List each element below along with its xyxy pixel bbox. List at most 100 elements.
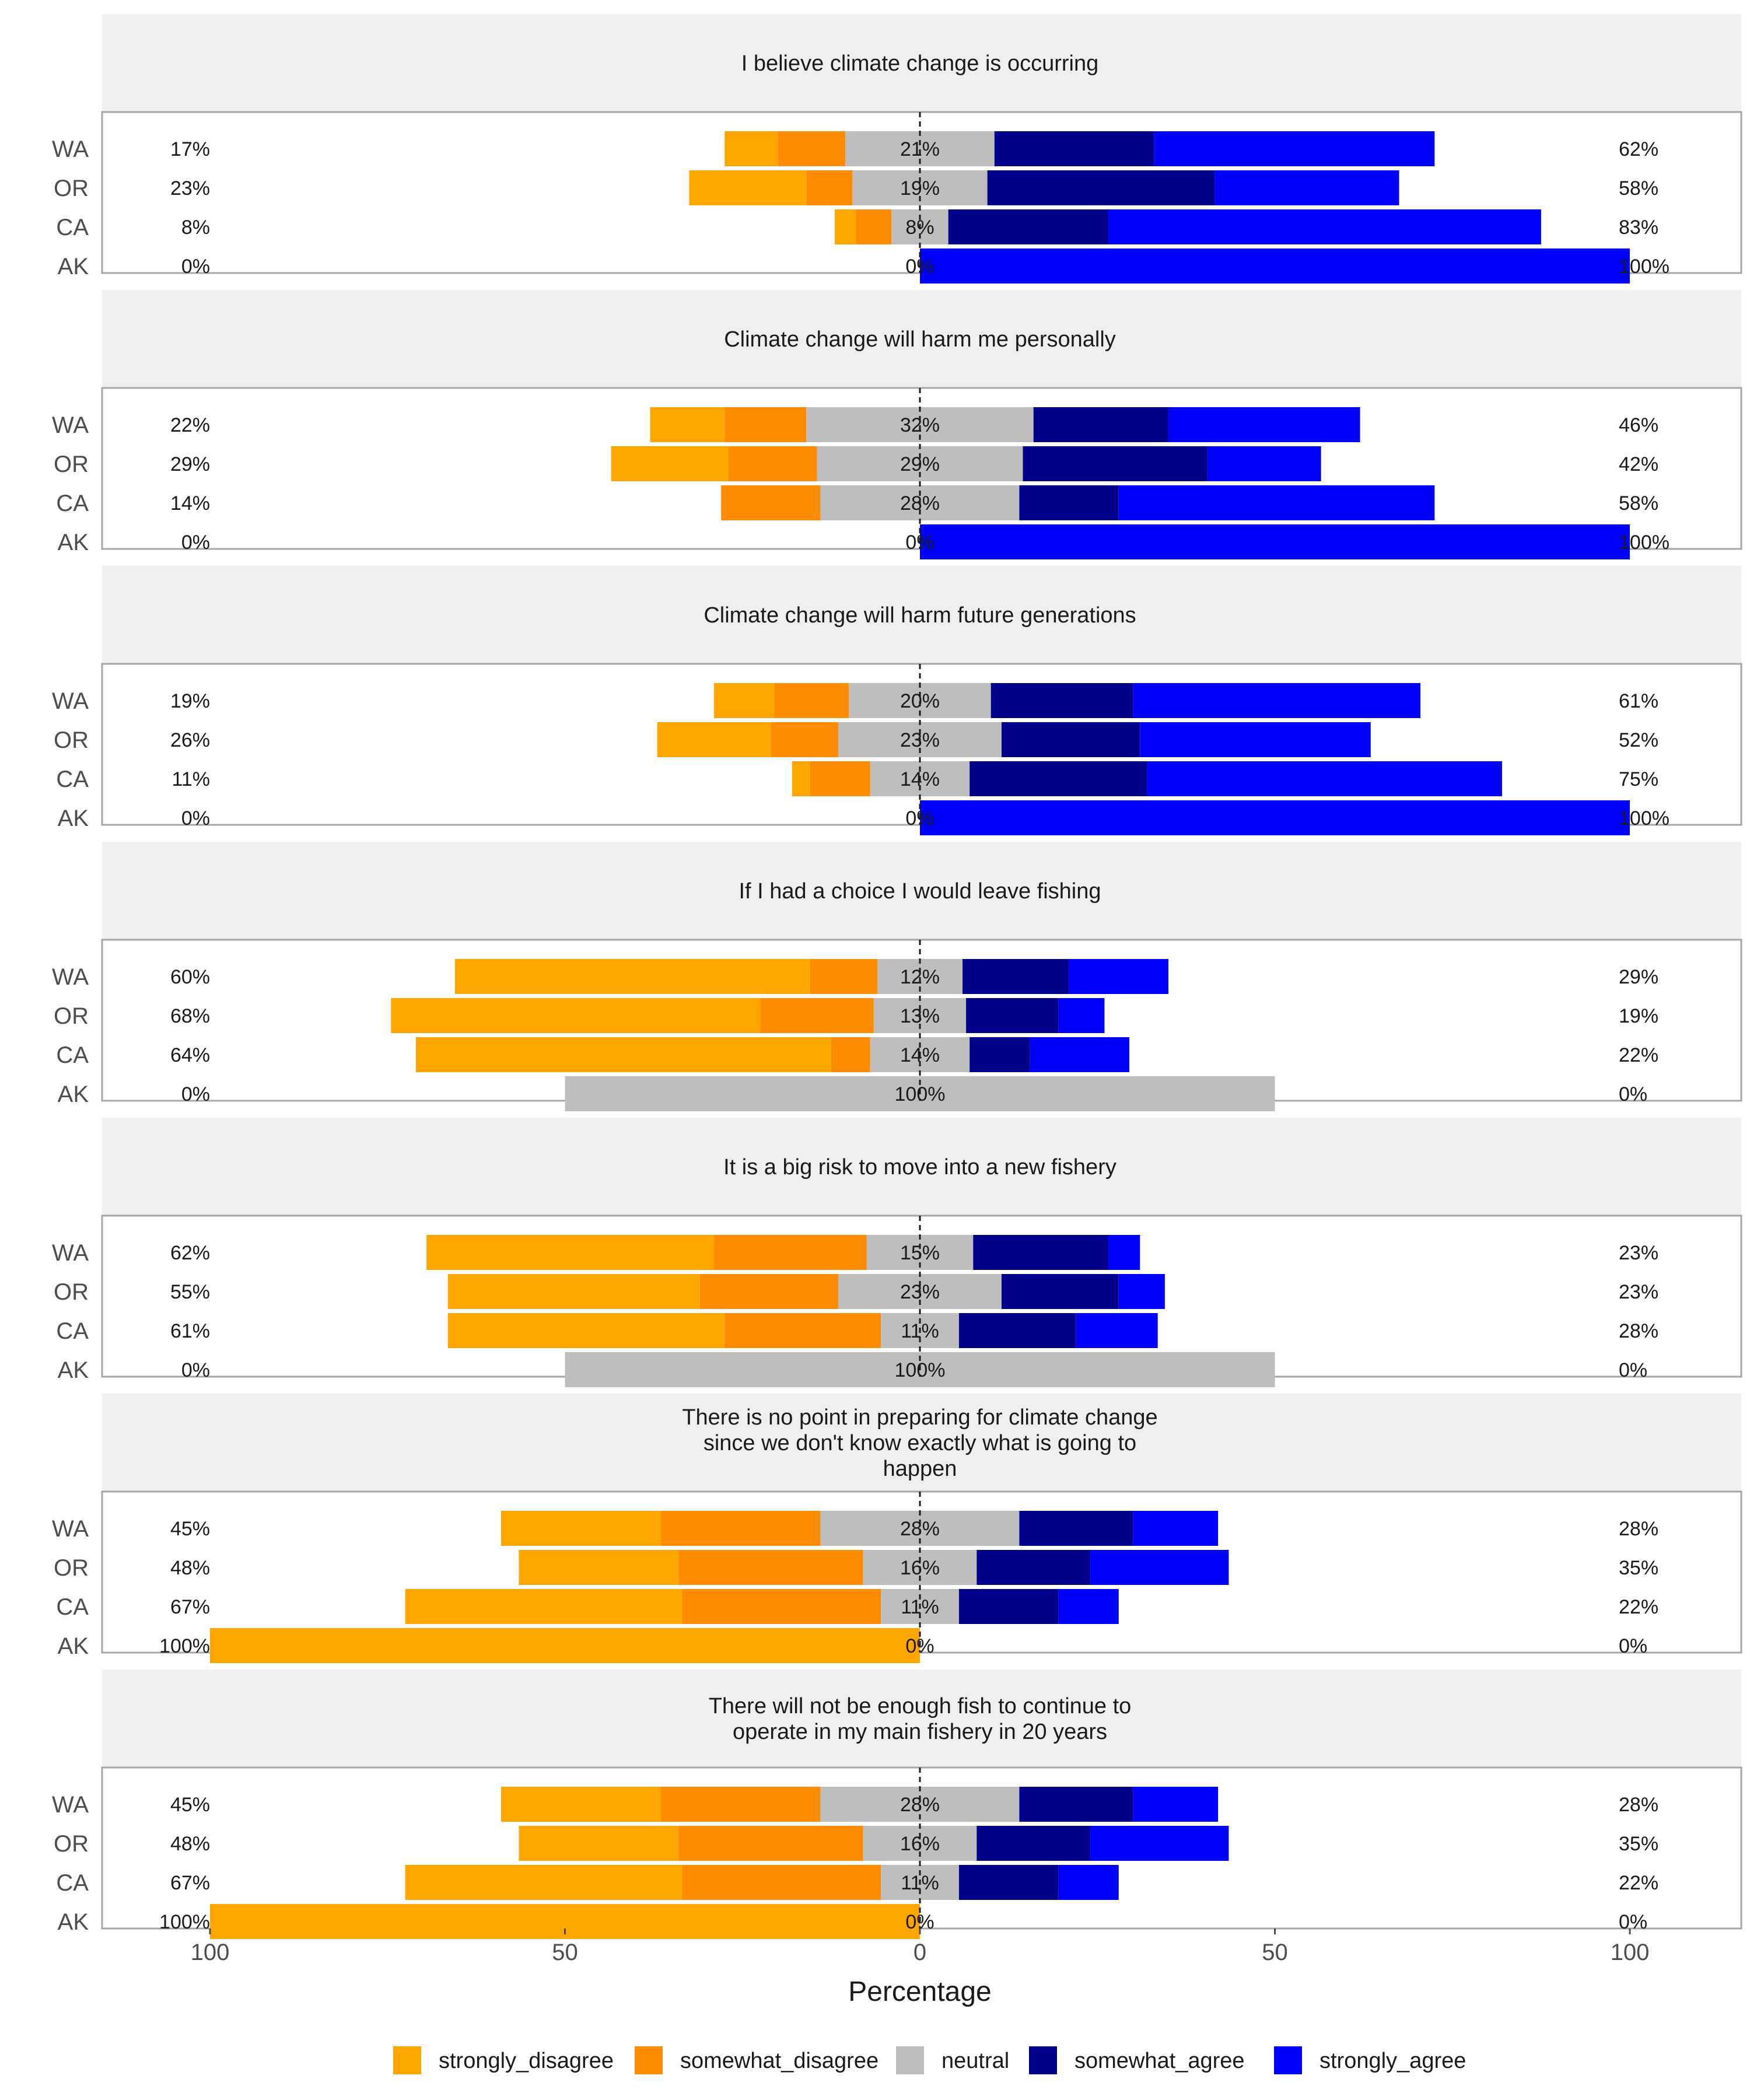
left-percent-label: 55% [170, 1281, 210, 1303]
bar-strongly-disagree [391, 998, 761, 1033]
bar-strongly-disagree [405, 1865, 682, 1900]
bar-strongly-disagree [415, 1037, 831, 1072]
center-percent-label: 8% [905, 216, 934, 239]
left-percent-label: 11% [172, 768, 210, 790]
category-label: CA [56, 1870, 89, 1896]
category-label: OR [54, 727, 89, 753]
bar-somewhat-disagree [806, 170, 853, 205]
facet-title: since we don't know exactly what is goin… [704, 1431, 1136, 1455]
bar-strongly-disagree [657, 722, 771, 757]
facet-strip [102, 290, 1741, 388]
bar-somewhat-agree [994, 131, 1154, 166]
left-percent-label: 0% [181, 256, 210, 278]
category-label: WA [52, 136, 89, 162]
bar-strongly-agree [1108, 1235, 1140, 1270]
bar-somewhat-disagree [699, 1274, 839, 1309]
right-percent-label: 29% [1619, 966, 1658, 988]
left-percent-label: 48% [170, 1557, 210, 1579]
right-percent-label: 83% [1619, 216, 1658, 239]
center-percent-label: 20% [900, 690, 940, 712]
right-percent-label: 23% [1619, 1242, 1658, 1264]
x-tick-label: 100 [191, 1940, 230, 1965]
center-percent-label: 28% [900, 1518, 940, 1540]
bar-strongly-agree [920, 524, 1630, 559]
right-percent-label: 75% [1619, 768, 1658, 790]
category-label: OR [54, 1831, 89, 1857]
center-percent-label: 11% [901, 1596, 939, 1618]
bar-somewhat-agree [948, 209, 1108, 244]
center-percent-label: 32% [900, 414, 940, 436]
bar-strongly-agree [1090, 1826, 1229, 1861]
bar-somewhat-agree [1023, 446, 1208, 481]
facet-title: Climate change will harm me personally [724, 327, 1116, 352]
bar-strongly-agree [1147, 761, 1502, 796]
bar-strongly-disagree [405, 1589, 682, 1624]
facet-title: I believe climate change is occurring [741, 51, 1099, 76]
bar-somewhat-disagree [856, 209, 892, 244]
bar-strongly-agree [1058, 998, 1105, 1033]
left-percent-label: 45% [170, 1518, 210, 1540]
category-label: CA [56, 1318, 89, 1344]
right-percent-label: 0% [1619, 1359, 1647, 1381]
center-percent-label: 15% [900, 1242, 940, 1264]
bar-strongly-agree [1168, 407, 1360, 442]
bar-strongly-agree [1069, 959, 1168, 994]
right-percent-label: 58% [1619, 177, 1658, 200]
bar-somewhat-agree [966, 998, 1059, 1033]
bar-strongly-agree [1090, 1550, 1229, 1585]
right-percent-label: 0% [1619, 1635, 1647, 1657]
bar-strongly-agree [1058, 1589, 1119, 1624]
center-percent-label: 28% [900, 1794, 940, 1816]
center-percent-label: 23% [900, 729, 940, 751]
bar-strongly-disagree [724, 131, 778, 166]
category-label: AK [58, 254, 89, 279]
bar-strongly-agree [1118, 485, 1435, 520]
x-tick-label: 0 [914, 1940, 926, 1965]
left-percent-label: 48% [170, 1833, 210, 1855]
center-percent-label: 19% [900, 177, 940, 200]
bar-somewhat-agree [1019, 1511, 1133, 1546]
left-percent-label: 0% [181, 1083, 210, 1105]
bar-somewhat-agree [973, 1235, 1108, 1270]
category-label: OR [54, 1555, 89, 1581]
center-percent-label: 14% [900, 768, 940, 790]
bar-strongly-agree [1214, 170, 1399, 205]
bar-strongly-agree [1133, 1511, 1219, 1546]
bar-somewhat-disagree [678, 1550, 863, 1585]
category-label: AK [58, 530, 89, 555]
category-label: WA [52, 1240, 89, 1266]
bar-somewhat-agree [977, 1826, 1091, 1861]
bar-somewhat-disagree [760, 998, 874, 1033]
category-label: CA [56, 1594, 89, 1620]
legend-label: somewhat_disagree [680, 2049, 878, 2073]
legend-swatch-somewhat-disagree [635, 2046, 663, 2074]
right-percent-label: 100% [1619, 531, 1670, 554]
left-percent-label: 64% [170, 1044, 210, 1066]
bar-strongly-agree [1030, 1037, 1130, 1072]
bar-strongly-disagree [210, 1628, 920, 1663]
right-percent-label: 28% [1619, 1320, 1658, 1342]
right-percent-label: 100% [1619, 807, 1670, 830]
left-percent-label: 17% [170, 138, 210, 160]
bar-strongly-agree [1154, 131, 1435, 166]
bar-somewhat-disagree [774, 683, 849, 718]
left-percent-label: 0% [181, 531, 210, 554]
left-percent-label: 29% [170, 453, 210, 475]
bar-strongly-agree [1118, 1274, 1165, 1309]
bar-strongly-agree [1108, 209, 1541, 244]
bar-strongly-disagree [447, 1313, 725, 1348]
bar-somewhat-disagree [660, 1511, 821, 1546]
right-percent-label: 100% [1619, 256, 1670, 278]
bar-strongly-agree [1207, 446, 1321, 481]
bar-somewhat-agree [977, 1550, 1091, 1585]
facet-strip [102, 566, 1741, 664]
left-percent-label: 0% [181, 807, 210, 830]
left-percent-label: 100% [159, 1911, 210, 1933]
bar-somewhat-disagree [682, 1865, 881, 1900]
bar-strongly-agree [920, 800, 1630, 835]
left-percent-label: 67% [170, 1872, 210, 1894]
bar-somewhat-agree [958, 1865, 1059, 1900]
bar-somewhat-agree [987, 170, 1215, 205]
category-label: WA [52, 1792, 89, 1818]
legend-label: somewhat_agree [1074, 2049, 1245, 2073]
